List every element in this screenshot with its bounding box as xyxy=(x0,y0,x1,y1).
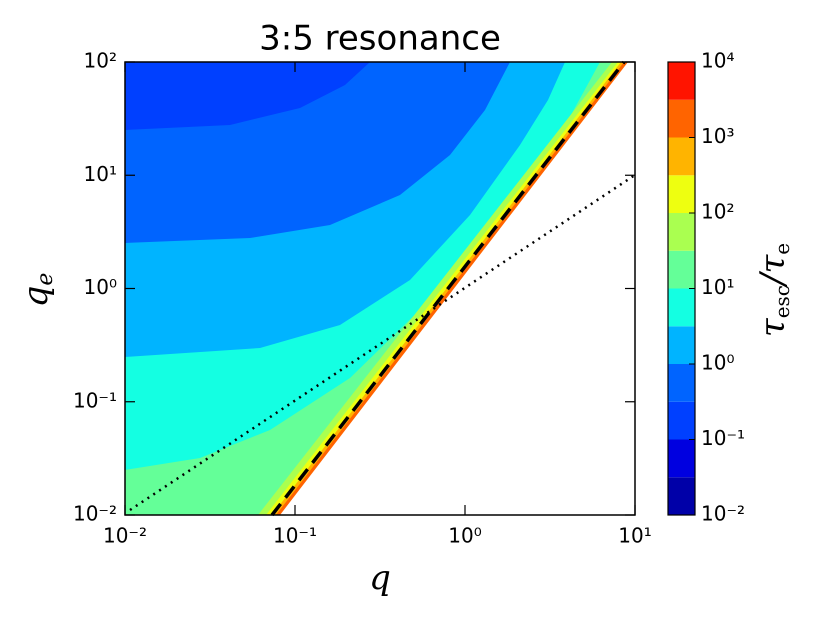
x-axis-label: q xyxy=(369,558,391,598)
colorbar-band xyxy=(668,99,695,138)
y-tick-label: 10² xyxy=(84,49,117,73)
x-tick-label: 10⁻¹ xyxy=(273,524,317,548)
colorbar-tick-label: 10² xyxy=(701,200,734,224)
colorbar-tick-label: 10⁻¹ xyxy=(701,426,745,450)
colorbar-band xyxy=(668,401,695,440)
colorbar-tick-label: 10⁰ xyxy=(701,351,734,375)
y-label-base: q xyxy=(16,286,56,308)
x-tick-label: 10¹ xyxy=(618,524,651,548)
colorbar-tick-label: 10⁴ xyxy=(701,49,734,73)
dashed-line xyxy=(270,60,626,517)
colorbar-label-sub: e xyxy=(770,243,794,255)
y-tick-label: 10⁰ xyxy=(84,275,117,299)
colorbar-label-part: τ xyxy=(753,317,793,337)
colorbar-tick-label: 10⁻² xyxy=(701,502,745,526)
y-label-sub: e xyxy=(33,273,58,286)
colorbar-band xyxy=(668,439,695,478)
empty-region xyxy=(280,62,635,515)
x-tick-label: 10⁰ xyxy=(448,524,481,548)
colorbar-band xyxy=(668,326,695,364)
dotted-line xyxy=(129,173,636,512)
y-tick-label: 10⁻¹ xyxy=(73,388,117,412)
colorbar-label-sub: esc xyxy=(770,285,794,318)
colorbar-band xyxy=(668,175,695,213)
colorbar-tick-label: 10¹ xyxy=(701,275,734,299)
y-tick-label: 10⁻² xyxy=(73,502,117,526)
chart-title: 3:5 resonance xyxy=(259,19,501,59)
y-tick-label: 10¹ xyxy=(84,162,117,186)
x-tick-label: 10⁻² xyxy=(103,524,147,548)
colorbar-band xyxy=(668,477,695,515)
colorbar-band xyxy=(668,213,695,251)
y-axis-label: qe xyxy=(16,273,58,308)
colorbar-band xyxy=(668,288,695,327)
colorbar-tick-label: 10³ xyxy=(701,124,734,148)
plot-area xyxy=(125,62,635,515)
colorbar-band xyxy=(668,137,695,176)
colorbar-label: τesc/τe xyxy=(753,243,794,337)
colorbar-label-part: /τ xyxy=(753,254,793,288)
colorbar-band xyxy=(668,364,695,402)
colorbar-band xyxy=(668,250,695,289)
colorbar-band xyxy=(668,62,695,100)
